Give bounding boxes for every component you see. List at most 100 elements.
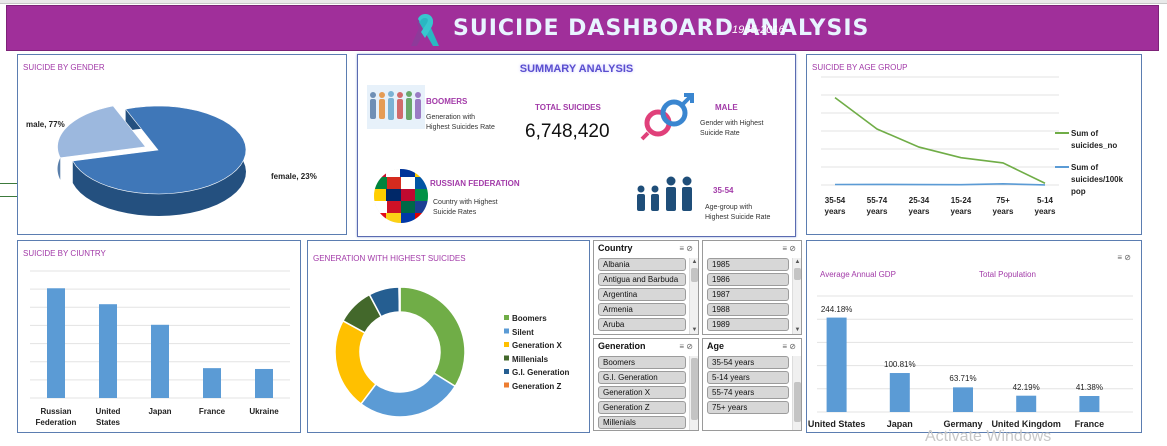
- gdp-panel[interactable]: ≡ ⊘ Average Annual GDP Total Population …: [806, 240, 1142, 433]
- summary-panel[interactable]: SUMMARY ANALYSIS BOOMERS Generation with…: [357, 54, 796, 237]
- slicer-filter-icons[interactable]: ≡ ⊘: [679, 244, 693, 253]
- gdp-legend-left: Average Annual GDP: [820, 270, 896, 279]
- generation-panel[interactable]: GENERATION WITH HIGHEST SUICIDES Boomers…: [307, 240, 590, 433]
- legend-swatch: [504, 342, 509, 347]
- russia-heading: RUSSIAN FEDERATION: [430, 179, 520, 188]
- awareness-ribbon-icon: [411, 14, 439, 46]
- scroll-up-icon[interactable]: ▲: [691, 259, 698, 265]
- gdp-xtick-label: France: [1074, 419, 1105, 429]
- slicer-filter-icons[interactable]: ≡ ⊘: [782, 244, 796, 253]
- legend-swatch: [504, 382, 509, 388]
- gdp-bar: [826, 317, 847, 412]
- generation-legend-item: Boomers: [512, 314, 547, 323]
- generation-slicer-scrollbar[interactable]: [689, 356, 698, 430]
- multiselect-icon[interactable]: ≡: [782, 342, 788, 351]
- country-bar: [151, 324, 169, 398]
- age-text-2: Highest Suicide Rate: [705, 214, 771, 221]
- age-legend-2b: suicides/100k: [1071, 175, 1124, 184]
- clear-filter-icon[interactable]: ⊘: [789, 342, 796, 351]
- scroll-thumb[interactable]: [691, 358, 698, 420]
- country-slicer-item[interactable]: Aruba: [598, 318, 686, 331]
- generation-slicer-item[interactable]: G.I. Generation: [598, 371, 686, 384]
- scroll-thumb[interactable]: [794, 382, 801, 422]
- slicer-filter-icons[interactable]: ≡ ⊘: [782, 342, 796, 351]
- country-bar: [255, 368, 273, 398]
- gender-panel[interactable]: SUICIDE BY GENDER male, 77% female, 23%: [17, 54, 347, 235]
- age-slicer[interactable]: Age ≡ ⊘ 35-54 years 5-14 years 55-74 years…: [702, 338, 802, 431]
- generation-slicer-item[interactable]: Boomers: [598, 356, 686, 369]
- multiselect-icon[interactable]: ≡: [679, 244, 685, 253]
- scroll-thumb[interactable]: [691, 268, 698, 282]
- year-slicer-item[interactable]: 1987: [707, 288, 789, 301]
- generation-slicer-item[interactable]: Millenials: [598, 416, 686, 429]
- country-slicer-item[interactable]: Argentina: [598, 288, 686, 301]
- generation-legend-item: Millenials: [512, 354, 549, 364]
- country-xtick-label: Japan: [148, 407, 172, 416]
- age-legend-2a: Sum of: [1071, 163, 1099, 172]
- country-xtick-label: Ukraine: [249, 407, 279, 416]
- legend-swatch: [504, 369, 509, 374]
- gdp-data-label: 41.38%: [1075, 382, 1103, 392]
- clear-filter-icon[interactable]: ⊘: [789, 244, 796, 253]
- clear-filter-icon[interactable]: ⊘: [686, 342, 693, 351]
- chart-filter-icons[interactable]: ≡ ⊘: [1117, 253, 1131, 262]
- generation-donut-chart: [334, 286, 509, 418]
- country-bar: [203, 368, 221, 398]
- country-slicer-item[interactable]: Albania: [598, 258, 686, 271]
- age-xtick-label: 75+ years: [992, 196, 1014, 216]
- slicer-filter-icons[interactable]: ≡ ⊘: [679, 342, 693, 351]
- gdp-bar: [1079, 395, 1100, 412]
- pie-slice-female: [57, 105, 147, 159]
- country-xtick-label: France: [198, 407, 226, 416]
- russia-text-2: Suicide Rates: [433, 209, 477, 216]
- male-heading: MALE: [715, 103, 738, 112]
- age-slicer-scrollbar[interactable]: [792, 356, 801, 430]
- multiselect-icon[interactable]: ≡: [679, 342, 685, 351]
- generation-panel-title: GENERATION WITH HIGHEST SUICIDES: [313, 254, 466, 263]
- gdp-legend-right: Total Population: [979, 270, 1036, 279]
- scroll-up-icon[interactable]: ▲: [794, 259, 801, 265]
- generation-slicer-item[interactable]: Generation X: [598, 386, 686, 399]
- generation-legend-item: Generation X: [512, 341, 562, 350]
- country-bar-chart: [30, 270, 290, 399]
- age-slicer-item[interactable]: 35-54 years: [707, 356, 789, 369]
- year-slicer-item[interactable]: 1985: [707, 258, 789, 271]
- world-flags-globe-icon: [374, 169, 428, 223]
- multiselect-icon[interactable]: ≡: [782, 244, 788, 253]
- year-slicer-item[interactable]: 1988: [707, 303, 789, 316]
- boomers-text-1: Generation with: [426, 114, 476, 121]
- country-slicer-scrollbar[interactable]: ▲ ▼: [689, 258, 698, 334]
- age-slicer-item[interactable]: 55-74 years: [707, 386, 789, 399]
- age-slicer-item[interactable]: 75+ years: [707, 401, 789, 414]
- gdp-bar: [953, 387, 973, 412]
- age-xtick-label: 55-74 years: [866, 196, 888, 216]
- year-slicer-item[interactable]: 1986: [707, 273, 789, 286]
- country-slicer-item[interactable]: Antigua and Barbuda: [598, 273, 686, 286]
- clear-filter-icon[interactable]: ⊘: [1124, 253, 1131, 262]
- age-group-panel[interactable]: SUICIDE BY AGE GROUP 35-54 years 55-74 year…: [806, 54, 1142, 235]
- country-slicer[interactable]: Country ≡ ⊘ Albania Antigua and Barbuda Ar…: [593, 240, 699, 335]
- clear-filter-icon[interactable]: ⊘: [686, 244, 693, 253]
- scroll-down-icon[interactable]: ▼: [691, 327, 698, 333]
- age-slicer-item[interactable]: 5-14 years: [707, 371, 789, 384]
- total-suicides-label: TOTAL SUICIDES: [535, 103, 601, 112]
- year-slicer[interactable]: ≡ ⊘ 1985 1986 1987 1988 1989 ▲ ▼: [702, 240, 802, 335]
- age-line-chart: [821, 76, 1069, 186]
- gdp-xtick-label: Germany: [943, 419, 983, 429]
- legend-swatch: [504, 355, 509, 361]
- donut-slice: [359, 372, 457, 418]
- generation-slicer-header: Generation: [598, 341, 646, 351]
- year-slicer-scrollbar[interactable]: ▲ ▼: [792, 258, 801, 334]
- pie-label-female: female, 23%: [271, 172, 317, 181]
- country-slicer-item[interactable]: Armenia: [598, 303, 686, 316]
- people-group-icon: [367, 85, 425, 129]
- generation-slicer[interactable]: Generation ≡ ⊘ Boomers G.I. Generation Gen…: [593, 338, 699, 431]
- total-suicides-value: 6,748,420: [525, 121, 610, 142]
- year-slicer-item[interactable]: 1989: [707, 318, 789, 331]
- scroll-thumb[interactable]: [794, 268, 801, 280]
- multiselect-icon[interactable]: ≡: [1117, 253, 1123, 262]
- generation-slicer-item[interactable]: Generation Z: [598, 401, 686, 414]
- scroll-down-icon[interactable]: ▼: [794, 327, 801, 333]
- country-panel[interactable]: SUICIDE BY CIUNTRY Russian Federation Unit…: [17, 240, 301, 433]
- dashboard-banner: SUICIDE DASHBOARD ANALYSIS 1985-2016: [6, 5, 1159, 51]
